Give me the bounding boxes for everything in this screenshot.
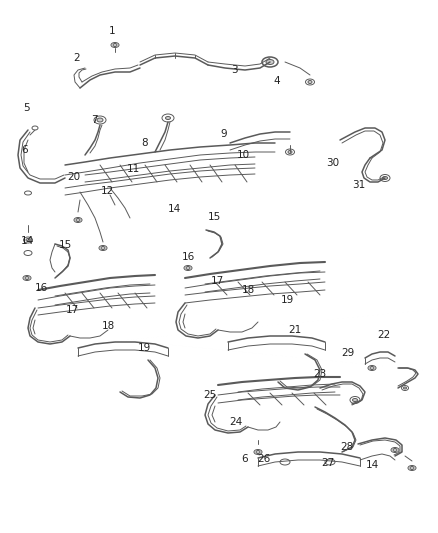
- Ellipse shape: [165, 117, 170, 119]
- Text: 15: 15: [207, 213, 220, 222]
- Text: 26: 26: [256, 455, 269, 464]
- Text: 23: 23: [312, 369, 325, 379]
- Ellipse shape: [409, 466, 413, 470]
- Ellipse shape: [113, 44, 117, 46]
- Text: 24: 24: [229, 417, 242, 427]
- Text: 16: 16: [35, 283, 48, 293]
- Ellipse shape: [255, 450, 259, 454]
- Text: 4: 4: [272, 76, 279, 86]
- Text: 25: 25: [203, 391, 216, 400]
- Text: 10: 10: [237, 150, 250, 159]
- Ellipse shape: [101, 246, 105, 249]
- Text: 21: 21: [288, 326, 301, 335]
- Text: 27: 27: [321, 458, 334, 467]
- Ellipse shape: [369, 367, 373, 369]
- Text: 14: 14: [365, 460, 378, 470]
- Text: 11: 11: [127, 164, 140, 174]
- Ellipse shape: [307, 80, 311, 84]
- Text: 22: 22: [377, 330, 390, 340]
- Text: 29: 29: [340, 348, 353, 358]
- Text: 14: 14: [21, 236, 34, 246]
- Text: 6: 6: [21, 146, 28, 155]
- Text: 2: 2: [73, 53, 80, 62]
- Text: 18: 18: [241, 286, 254, 295]
- Text: 3: 3: [231, 66, 238, 75]
- Text: 1: 1: [108, 26, 115, 36]
- Ellipse shape: [186, 266, 190, 270]
- Ellipse shape: [352, 399, 357, 401]
- Text: 31: 31: [352, 181, 365, 190]
- Text: 20: 20: [67, 172, 80, 182]
- Text: 14: 14: [168, 204, 181, 214]
- Ellipse shape: [76, 219, 80, 222]
- Text: 5: 5: [23, 103, 30, 112]
- Text: 17: 17: [66, 305, 79, 315]
- Text: 17: 17: [210, 277, 223, 286]
- Ellipse shape: [97, 118, 103, 122]
- Text: 19: 19: [138, 343, 151, 352]
- Text: 8: 8: [141, 138, 148, 148]
- Text: 12: 12: [101, 186, 114, 196]
- Ellipse shape: [403, 387, 406, 389]
- Text: 9: 9: [220, 130, 227, 139]
- Text: 6: 6: [241, 455, 248, 464]
- Text: 7: 7: [91, 115, 98, 125]
- Text: 28: 28: [339, 442, 353, 451]
- Text: 18: 18: [102, 321, 115, 331]
- Ellipse shape: [26, 238, 30, 241]
- Ellipse shape: [265, 60, 273, 64]
- Text: 16: 16: [182, 252, 195, 262]
- Text: 30: 30: [325, 158, 339, 167]
- Ellipse shape: [25, 277, 29, 279]
- Ellipse shape: [381, 176, 387, 180]
- Ellipse shape: [287, 150, 291, 154]
- Text: 15: 15: [59, 240, 72, 250]
- Ellipse shape: [392, 448, 396, 451]
- Text: 19: 19: [280, 295, 293, 304]
